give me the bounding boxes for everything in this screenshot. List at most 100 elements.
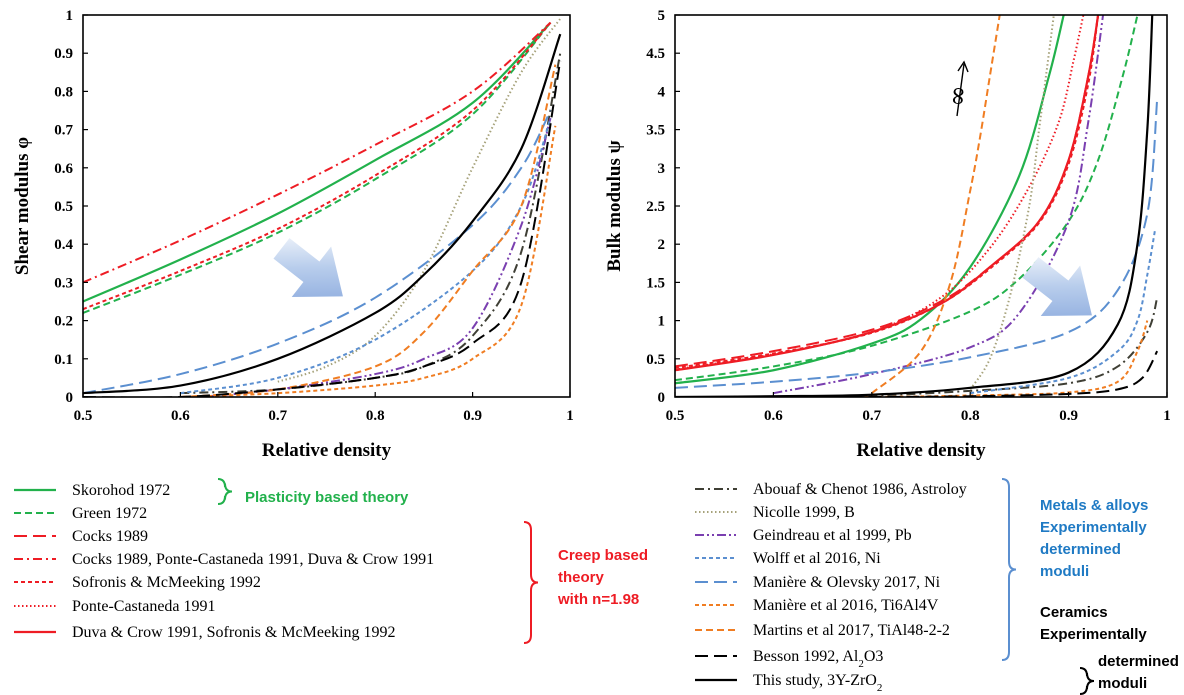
legend-label: This study, 3Y-ZrO2: [753, 672, 882, 694]
x-axis-label: Relative density: [856, 440, 986, 461]
y-tick-label: 0.6: [54, 161, 73, 177]
y-tick-label: 5: [658, 8, 666, 24]
y-tick-label: 1: [66, 8, 74, 24]
series-line-5: [277, 18, 562, 383]
legend-brace: [1001, 478, 1017, 661]
trend-arrow-right: [1022, 257, 1092, 316]
legend-label: Martins et al 2017, TiAl48-2-2: [753, 622, 950, 639]
y-tick-label: 0.9: [54, 46, 73, 62]
y-axis-label: Shear modulus φ: [12, 137, 33, 275]
series-line-13: [773, 350, 1159, 397]
series-line-11: [83, 60, 562, 397]
y-tick-label: 0.5: [54, 199, 73, 215]
series-line-0: [83, 21, 552, 303]
x-tick-label: 0.7: [268, 408, 287, 424]
series-line-9: [180, 125, 557, 397]
legend-group-label: Experimentally: [1040, 626, 1147, 643]
legend-brace: [523, 521, 539, 644]
series-line-10: [180, 64, 557, 397]
x-tick-label: 1: [566, 408, 574, 424]
series-line-1: [83, 21, 552, 314]
y-tick-label: 1.5: [646, 275, 665, 291]
trend-arrow-left: [273, 238, 343, 297]
y-tick-label: 4: [658, 84, 666, 100]
y-tick-label: 0: [658, 390, 666, 406]
y-tick-label: 0.1: [54, 352, 73, 368]
x-tick-label: 0.8: [961, 408, 980, 424]
series-line-3: [83, 21, 552, 311]
x-tick-label: 1: [1163, 408, 1171, 424]
legend-label: Manière & Olevsky 2017, Ni: [753, 574, 941, 591]
y-tick-label: 3: [658, 161, 666, 177]
legend-group-label: Creep based: [558, 547, 648, 564]
bulk-modulus-chart: 0.5 0.6 0.7 0.8 0.9 100.511.522.533.544.55Rel…: [604, 8, 1171, 461]
legend-brace: [1079, 667, 1095, 695]
legend-label: Abouaf & Chenot 1986, Astroloy: [753, 481, 967, 498]
legend-label: Geindreau et al 1999, Pb: [753, 527, 912, 544]
legend-label: Duva & Crow 1991, Sofronis & McMeeking 1…: [72, 624, 396, 641]
legend-label: Skorohod 1972: [72, 482, 170, 499]
legend-brace: [217, 478, 233, 505]
series-line-12: [871, 15, 1001, 394]
legend-label: Sofronis & McMeeking 1992: [72, 574, 261, 591]
x-tick-label: 0.5: [666, 408, 685, 424]
series-line-14: [675, 15, 1154, 397]
y-tick-label: 3.5: [646, 123, 665, 139]
legend-label: Green 1972: [72, 505, 147, 522]
legend-label: Ponte-Castaneda 1991: [72, 598, 216, 615]
y-tick-label: 4.5: [646, 46, 665, 62]
legend-group-label: Ceramics: [1040, 604, 1108, 621]
series-line-5: [675, 15, 1100, 372]
legend-label: Cocks 1989, Ponte-Castaneda 1991, Duva &…: [72, 551, 434, 568]
x-tick-label: 0.9: [463, 408, 482, 424]
legend-label: Nicolle 1999, B: [753, 504, 855, 521]
y-tick-label: 0.4: [54, 237, 73, 253]
y-tick-label: 2: [658, 237, 666, 253]
legend-left: Skorohod 1972 Green 1972 Cocks 1989 Cocks 1…: [14, 478, 648, 644]
y-tick-label: 0.3: [54, 275, 73, 291]
y-tick-label: 0.2: [54, 314, 73, 330]
legend-group-label: moduli: [1098, 675, 1147, 692]
x-tick-label: 0.7: [862, 408, 881, 424]
legend-right: Abouaf & Chenot 1986, Astroloy Nicolle 19…: [695, 478, 1179, 695]
series-line-10: [675, 98, 1159, 389]
legend-group-label: Metals & alloys: [1040, 497, 1148, 514]
infinity-arrowhead: [957, 60, 969, 73]
shear-modulus-chart: 0.5 0.6 0.7 0.8 0.9 1 0 0.1 0.2 0.3 0.4 0.5 0.6 0.7 0.…: [12, 8, 574, 461]
plot-frame: [674, 14, 1168, 398]
legend-group-label: Experimentally: [1040, 519, 1147, 536]
legend-label: Wolff et al 2016, Ni: [753, 550, 881, 567]
legend-label: Cocks 1989: [72, 528, 148, 545]
legend-group-label: determined: [1098, 653, 1179, 670]
y-tick-label: 2.5: [646, 199, 665, 215]
y-axis-label: Bulk modulus ψ: [604, 140, 625, 271]
x-axis-label: Relative density: [262, 440, 392, 461]
series-line-1: [675, 15, 1139, 382]
series-line-7: [969, 15, 1055, 390]
y-tick-label: 0.7: [54, 123, 73, 139]
legend-group-label: Plasticity based theory: [245, 489, 409, 506]
legend-group-label: moduli: [1040, 563, 1089, 580]
series-line-8: [773, 15, 1105, 395]
legend-label: Manière et al 2016, Ti6Al4V: [753, 597, 939, 614]
x-tick-label: 0.5: [74, 408, 93, 424]
x-tick-label: 0.8: [366, 408, 385, 424]
series-line-4: [675, 15, 1085, 371]
series-line-7: [180, 117, 552, 395]
x-tick-label: 0.6: [764, 408, 783, 424]
series-line-3: [675, 15, 1100, 369]
x-tick-label: 0.6: [171, 408, 190, 424]
legend-group-label: theory: [558, 569, 605, 586]
y-tick-label: 0.8: [54, 84, 73, 100]
plot-frame: [82, 14, 571, 398]
series-line-12: [83, 33, 562, 395]
y-tick-label: 1: [658, 314, 666, 330]
series-line-0: [675, 15, 1065, 385]
infinity-arrow: [956, 63, 965, 117]
y-tick-label: 0.5: [646, 352, 665, 368]
series-line-9: [970, 228, 1157, 395]
x-tick-label: 0.9: [1059, 408, 1078, 424]
series-line-2: [675, 15, 1100, 368]
y-tick-label: 0: [66, 390, 74, 406]
